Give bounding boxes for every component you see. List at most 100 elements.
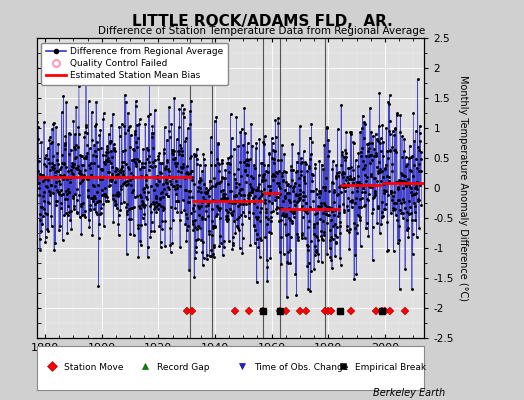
- Point: [302, 161, 310, 168]
- Point: [416, 122, 424, 129]
- Point: [247, 120, 255, 127]
- Point: [180, 207, 189, 213]
- Point: [339, 201, 347, 207]
- Point: [299, 197, 307, 203]
- Point: [237, 192, 245, 198]
- Point: [297, 235, 305, 242]
- Point: [249, 186, 257, 192]
- Point: [375, 169, 383, 175]
- Point: [353, 184, 362, 190]
- Point: [169, 151, 177, 157]
- Point: [92, 209, 100, 216]
- Point: [229, 208, 237, 215]
- Point: [329, 223, 337, 229]
- Point: [325, 212, 334, 218]
- Point: [123, 208, 132, 214]
- Point: [329, 236, 337, 242]
- Point: [350, 220, 358, 227]
- Point: [414, 168, 423, 174]
- Point: [127, 216, 135, 222]
- Point: [321, 201, 329, 208]
- Point: [140, 185, 148, 192]
- Point: [245, 190, 253, 196]
- Point: [97, 166, 105, 173]
- Point: [282, 169, 290, 175]
- Point: [397, 178, 405, 184]
- Point: [59, 191, 67, 197]
- Point: [144, 188, 152, 195]
- Point: [113, 190, 121, 197]
- Point: [274, 194, 282, 200]
- Point: [200, 216, 209, 222]
- Point: [339, 174, 347, 180]
- Point: [127, 132, 135, 138]
- Point: [276, 216, 285, 223]
- Point: [286, 216, 294, 223]
- Point: [285, 190, 293, 196]
- Point: [102, 149, 111, 155]
- Point: [389, 248, 398, 255]
- Point: [171, 154, 180, 161]
- Point: [387, 188, 396, 194]
- Point: [118, 180, 127, 187]
- Point: [119, 198, 128, 205]
- Point: [52, 198, 61, 204]
- Point: [288, 218, 296, 224]
- Point: [334, 191, 342, 198]
- Point: [306, 204, 314, 210]
- Point: [396, 286, 404, 292]
- Point: [161, 179, 170, 185]
- Point: [339, 184, 347, 190]
- Point: [255, 136, 264, 143]
- Point: [273, 170, 281, 176]
- Point: [353, 188, 362, 194]
- Point: [79, 176, 88, 182]
- Point: [318, 259, 326, 265]
- Point: [113, 174, 121, 180]
- Point: [264, 169, 272, 175]
- Point: [380, 180, 389, 187]
- Point: [82, 122, 91, 128]
- Point: [269, 146, 277, 153]
- Point: [169, 156, 178, 162]
- Point: [147, 201, 155, 208]
- Point: [152, 199, 160, 205]
- Point: [222, 213, 230, 220]
- Point: [59, 237, 67, 244]
- Point: [180, 186, 189, 193]
- Point: [132, 139, 140, 146]
- Point: [95, 198, 103, 204]
- Point: [320, 229, 329, 235]
- Point: [364, 145, 373, 151]
- Point: [261, 234, 269, 240]
- Point: [253, 236, 261, 242]
- Point: [378, 209, 386, 216]
- Point: [387, 210, 395, 216]
- Point: [140, 202, 149, 208]
- Point: [198, 214, 206, 220]
- Point: [193, 222, 202, 229]
- Point: [116, 183, 125, 189]
- Point: [159, 204, 167, 210]
- Point: [310, 243, 319, 249]
- Point: [229, 234, 237, 241]
- Point: [392, 149, 400, 156]
- Point: [337, 101, 345, 108]
- Point: [262, 208, 270, 215]
- Point: [85, 224, 93, 231]
- Point: [152, 203, 161, 210]
- Point: [320, 142, 329, 148]
- Point: [69, 118, 78, 124]
- Point: [133, 193, 141, 199]
- Point: [62, 99, 70, 106]
- Point: [134, 134, 142, 141]
- Point: [86, 165, 94, 171]
- Point: [32, 158, 41, 164]
- Point: [43, 225, 51, 232]
- Point: [60, 146, 69, 152]
- Point: [59, 160, 68, 166]
- Point: [131, 159, 139, 165]
- Point: [345, 198, 354, 205]
- Point: [163, 158, 171, 165]
- Point: [96, 210, 105, 216]
